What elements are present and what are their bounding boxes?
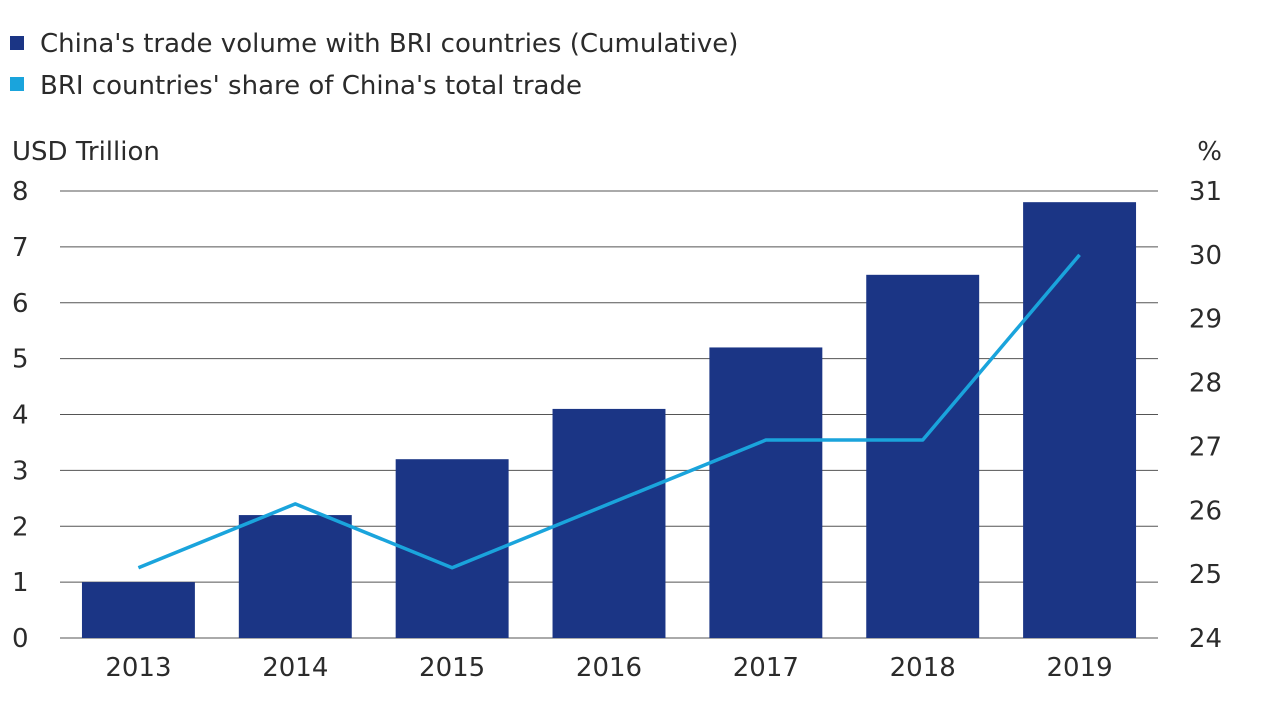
line-series — [137, 253, 1081, 570]
legend-label-line: BRI countries' share of China's total tr… — [40, 71, 582, 101]
legend: China's trade volume with BRI countries … — [10, 29, 738, 101]
right-tick-label: 25 — [1189, 560, 1222, 590]
right-tick-label: 28 — [1189, 369, 1222, 399]
legend-label-bar: China's trade volume with BRI countries … — [40, 29, 738, 59]
x-tick-label: 2016 — [576, 653, 642, 683]
bar-series — [81, 202, 1137, 639]
left-tick-label: 3 — [12, 456, 29, 486]
right-axis-ticks: 24 25 26 27 28 29 30 31 — [1189, 177, 1222, 654]
bar-2019 — [1023, 202, 1137, 639]
bar-2018 — [866, 274, 980, 638]
legend-swatch-line — [10, 77, 24, 91]
bar-2017 — [709, 347, 823, 638]
left-tick-label: 8 — [12, 177, 29, 207]
right-tick-label: 29 — [1189, 305, 1222, 335]
left-tick-label: 6 — [12, 289, 29, 319]
legend-swatch-bar — [10, 36, 24, 50]
bar-2013 — [81, 582, 195, 638]
bar-2015 — [395, 459, 509, 638]
left-tick-label: 7 — [12, 233, 29, 263]
right-tick-label: 30 — [1189, 241, 1222, 271]
x-tick-label: 2017 — [733, 653, 799, 683]
left-tick-label: 0 — [12, 624, 29, 654]
right-tick-label: 24 — [1189, 624, 1222, 654]
left-tick-label: 5 — [12, 345, 29, 375]
left-axis-ticks: 0 1 2 3 4 5 6 7 8 — [12, 177, 29, 654]
bar-2016 — [552, 408, 666, 638]
left-tick-label: 2 — [12, 512, 29, 542]
left-tick-label: 1 — [12, 568, 29, 598]
right-tick-label: 26 — [1189, 496, 1222, 526]
right-axis-title: % — [1197, 137, 1222, 167]
right-tick-label: 27 — [1189, 432, 1222, 462]
x-tick-label: 2019 — [1046, 653, 1112, 683]
left-tick-label: 4 — [12, 401, 29, 431]
bar-2014 — [238, 515, 352, 638]
right-tick-label: 31 — [1189, 177, 1222, 207]
x-tick-label: 2018 — [890, 653, 956, 683]
x-tick-label: 2013 — [105, 653, 171, 683]
x-axis-ticks: 2013 2014 2015 2016 2017 2018 2019 — [105, 653, 1112, 683]
x-tick-label: 2014 — [262, 653, 328, 683]
x-tick-label: 2015 — [419, 653, 485, 683]
left-axis-title: USD Trillion — [12, 137, 160, 167]
